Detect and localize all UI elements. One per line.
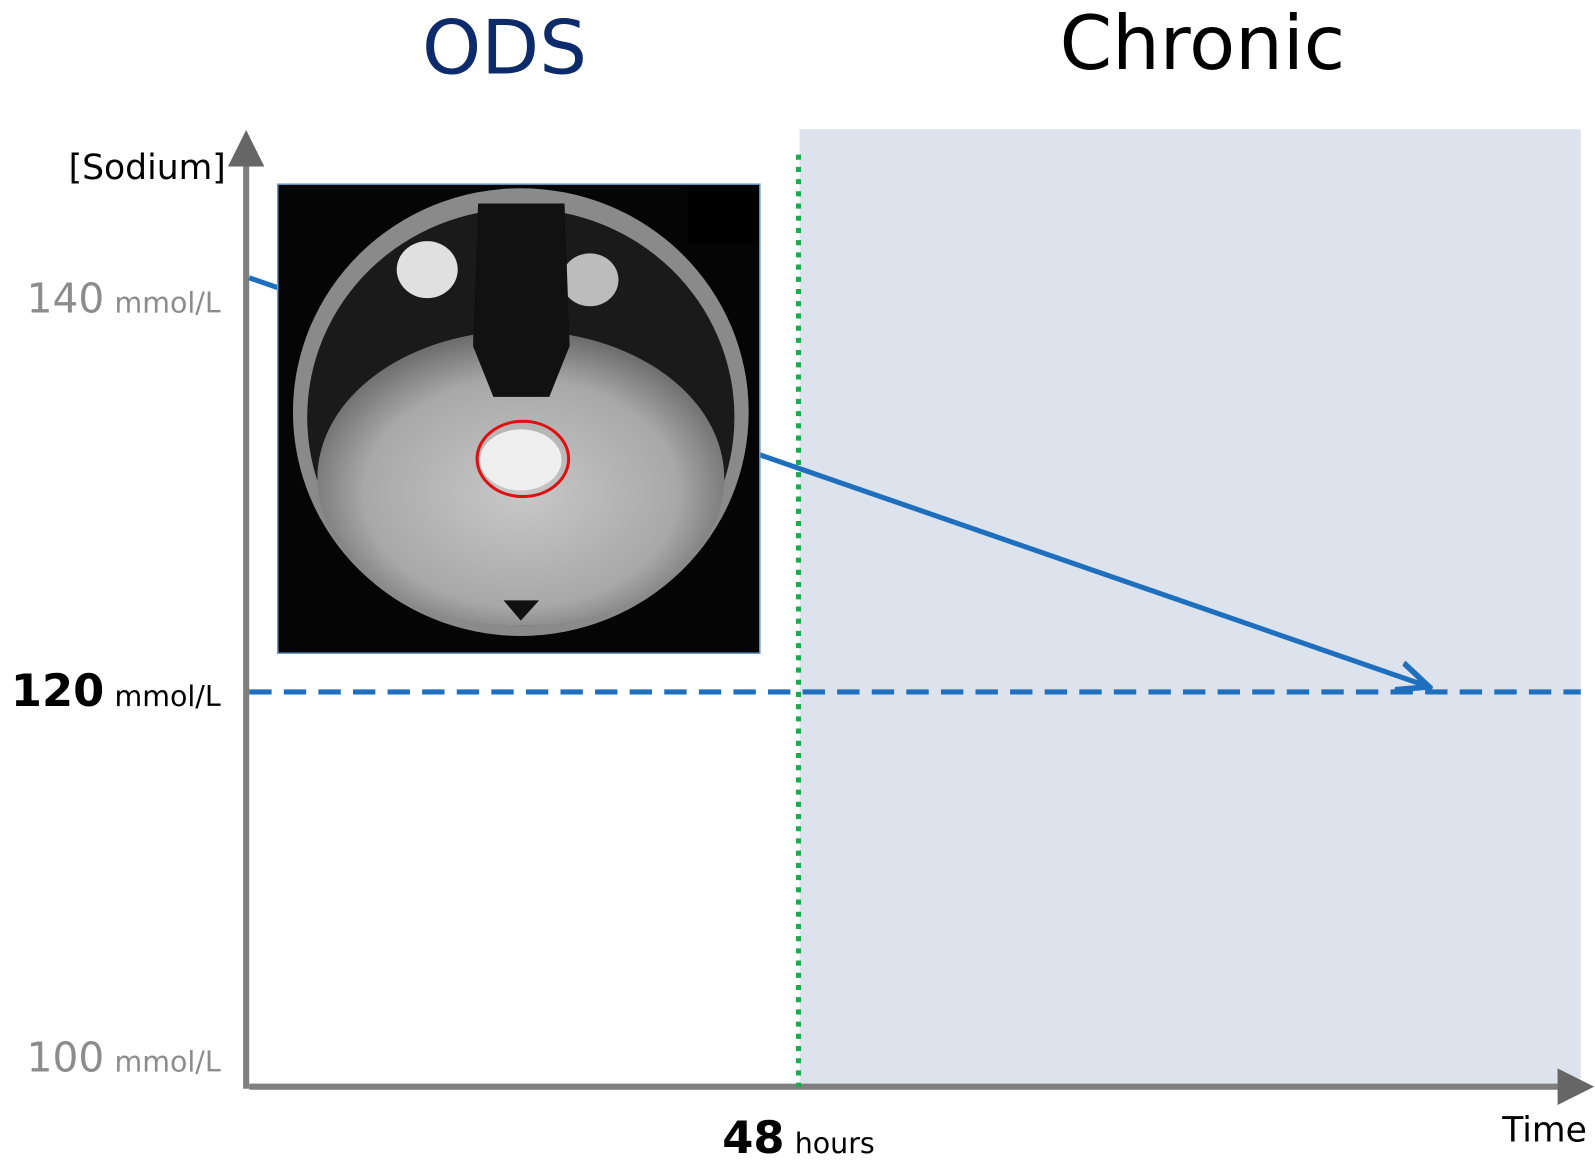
y-tick: 100 mmol/L <box>27 1033 221 1081</box>
y-tick: 140 mmol/L <box>27 274 221 322</box>
tick-number: 100 <box>27 1033 105 1081</box>
diagram: ODS Chronic [Sodium] 140 mmol/L 120 mmol/L… <box>0 0 1595 1162</box>
page: {"headings": {"left": "ODS", "right": "C… <box>0 0 1595 1162</box>
y-tick: 120 mmol/L <box>11 664 221 717</box>
tick-number: 140 <box>27 274 105 322</box>
heading-ods: ODS <box>422 3 587 91</box>
tick-number: 120 <box>11 664 104 717</box>
x-marker: 48 hours <box>722 1111 874 1162</box>
marker-number: 48 <box>722 1111 784 1162</box>
y-axis-label: [Sodium] <box>69 148 226 188</box>
tick-unit: mmol/L <box>115 1045 221 1078</box>
tick-unit: mmol/L <box>115 680 221 713</box>
x-axis-label: Time <box>1501 1111 1587 1151</box>
heading-chronic: Chronic <box>1060 0 1346 87</box>
tick-unit: mmol/L <box>115 286 221 319</box>
mri-image <box>278 184 760 653</box>
marker-unit: hours <box>795 1127 875 1160</box>
chronic-region <box>800 129 1581 1085</box>
